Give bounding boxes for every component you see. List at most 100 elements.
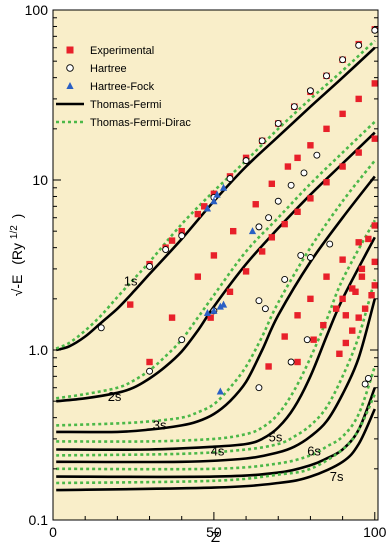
y-axis-label-unit-exponent: 1/2: [9, 225, 20, 239]
y-tick-label: 10: [32, 172, 48, 188]
experimental-point: [294, 312, 301, 319]
experimental-point: [355, 95, 362, 103]
experimental-point: [229, 227, 237, 235]
y-tick-label: 100: [25, 2, 49, 18]
hartree-fock-points: [203, 183, 257, 395]
thomas-fermi-dirac-line-5s: [56, 279, 377, 457]
thomas-fermi-curves: [55, 46, 377, 492]
hartree-point: [297, 251, 305, 259]
hartree-point: [364, 375, 372, 382]
hartree-point: [274, 197, 282, 205]
hartree-point: [226, 175, 234, 182]
hartree-point: [371, 26, 379, 34]
hartree-point: [265, 214, 273, 222]
experimental-point: [358, 265, 366, 273]
hartree-fock-point: [216, 387, 224, 395]
plot-frame: [52, 9, 379, 521]
thomas-fermi-dirac-line-1s: [55, 39, 376, 350]
y-tick-label: 0.1: [29, 512, 49, 528]
orbital-label-6s: 6s: [307, 443, 321, 458]
experimental-point: [355, 149, 362, 156]
hartree-point: [178, 336, 186, 344]
hartree-point: [303, 336, 311, 344]
experimental-point: [365, 235, 372, 243]
experimental-point: [371, 80, 378, 87]
orbital-label-4s: 4s: [211, 443, 225, 458]
hartree-point: [97, 324, 105, 332]
hartree-point: [274, 120, 282, 127]
hartree-point: [361, 380, 369, 388]
hartree-point: [258, 137, 266, 145]
experimental-point: [349, 327, 356, 334]
thomas-fermi-line-1s: [55, 46, 376, 352]
experimental-point: [371, 222, 378, 229]
hartree-point: [281, 276, 289, 283]
axes: 0 50 100 0.1 1.0 10 100: [25, 2, 387, 540]
hartree-point: [242, 157, 250, 165]
experimental-point: [361, 305, 369, 312]
experimental-point: [207, 314, 214, 321]
experimental-point: [226, 288, 234, 295]
experimental-point: [358, 273, 366, 280]
hartree-fock-point: [216, 302, 224, 310]
thomas-fermi-dirac-line-2s: [56, 120, 376, 400]
y-axis-label-unit: (Ry: [9, 243, 25, 265]
hartree-fock-point: [219, 300, 228, 308]
experimental-point: [352, 288, 359, 295]
experimental-point: [281, 220, 288, 228]
experimental-point: [323, 273, 330, 280]
experimental-point: [146, 358, 153, 366]
orbital-label-2s: 2s: [108, 389, 122, 404]
hartree-point: [146, 263, 153, 270]
orbital-labels: 1s 2s 3s 4s 5s 6s 7s: [108, 273, 344, 483]
hartree-point: [300, 169, 308, 177]
legend-label: Thomas-Fermi: [90, 99, 162, 111]
experimental-point: [355, 314, 362, 321]
hartree-point: [261, 305, 269, 313]
hartree-point: [339, 56, 347, 64]
orbital-label-7s: 7s: [330, 469, 344, 484]
hartree-fock-point: [210, 197, 218, 205]
experimental-point: [242, 268, 250, 275]
thomas-fermi-dirac-line-4s: [56, 219, 376, 443]
thomas-fermi-dirac-line-7s: [56, 393, 376, 485]
experimental-point: [284, 163, 292, 170]
orbital-label-3s: 3s: [153, 418, 167, 433]
experimental-point: [178, 227, 185, 235]
thomas-fermi-dirac-line-6s: [56, 366, 377, 471]
hartree-points: [97, 26, 379, 392]
hartree-point: [287, 181, 295, 189]
hartree-fock-point: [219, 183, 228, 191]
legend: Experimental Hartree Hartree-Fock Thomas-Fe…: [56, 45, 191, 129]
experimental-point: [168, 237, 176, 244]
hartree-point: [306, 87, 314, 95]
hartree-fock-point: [203, 309, 212, 317]
hartree-point: [162, 246, 170, 253]
hartree-point: [287, 358, 295, 366]
legend-marker-experimental: [66, 46, 74, 54]
experimental-point: [168, 314, 176, 321]
experimental-point: [281, 333, 288, 340]
thomas-fermi-line-5s: [56, 298, 377, 464]
experimental-point: [371, 258, 378, 266]
hartree-point: [355, 41, 363, 49]
experimental-point: [368, 292, 375, 299]
experimental-point: [294, 208, 301, 216]
hartree-point: [306, 254, 314, 261]
experimental-point: [371, 135, 378, 142]
experimental-point: [342, 312, 350, 319]
hartree-fock-point: [248, 227, 257, 235]
experimental-point: [194, 210, 202, 218]
experimental-point: [307, 295, 314, 303]
y-axis-label-unit-close: ): [9, 214, 25, 219]
experimental-point: [194, 273, 202, 280]
thomas-fermi-line-3s: [56, 175, 376, 434]
experimental-point: [371, 282, 378, 289]
experimental-point: [323, 125, 330, 133]
hartree-point: [178, 232, 186, 240]
experimental-point: [320, 321, 327, 329]
x-tick-label: 0: [49, 524, 57, 540]
hartree-fock-point: [203, 204, 212, 212]
legend-label: Thomas-Fermi-Dirac: [90, 117, 191, 129]
hartree-point: [326, 240, 334, 248]
